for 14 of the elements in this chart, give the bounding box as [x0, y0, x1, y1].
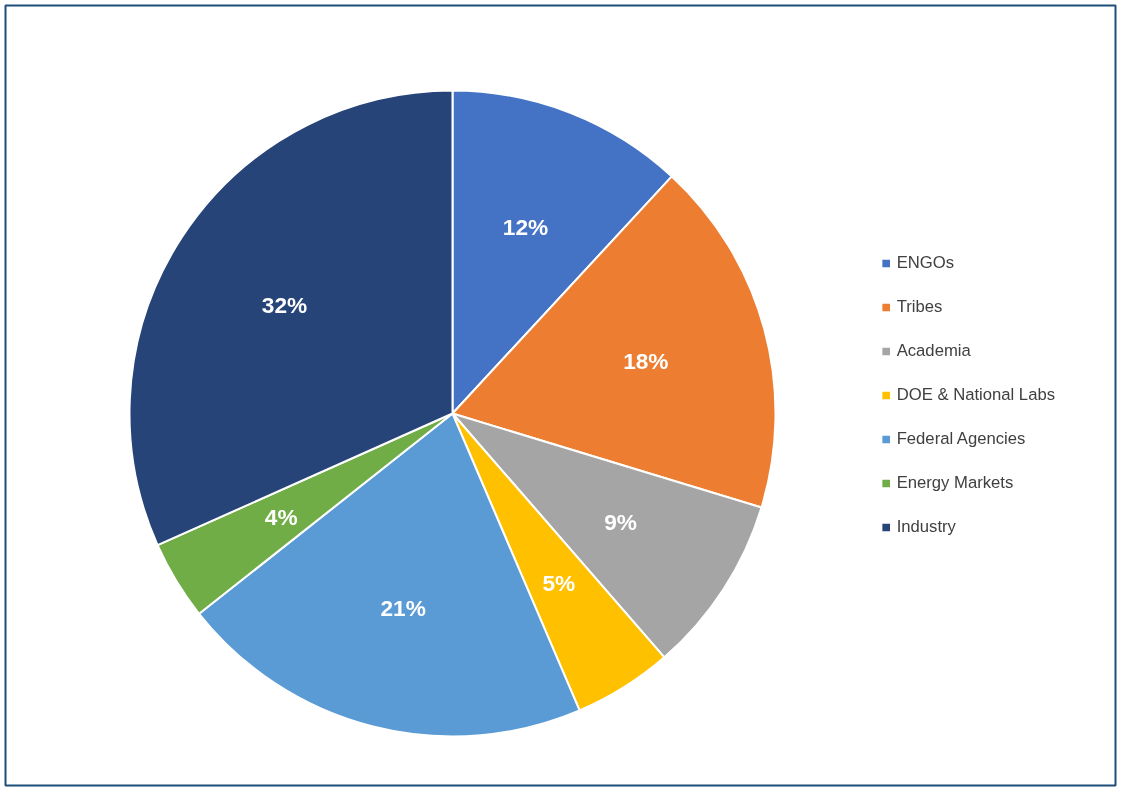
legend-label: Energy Markets — [896, 473, 1014, 493]
data-label: 21% — [380, 594, 426, 621]
data-label: 32% — [261, 291, 308, 318]
legend-label: Federal Agencies — [896, 429, 1026, 449]
legend-label: Tribes — [896, 297, 943, 317]
data-label: 9% — [604, 509, 637, 536]
legend-label: Industry — [896, 517, 956, 537]
data-label: 12% — [502, 214, 549, 241]
legend-label: Academia — [896, 341, 971, 361]
legend-label: DOE & National Labs — [896, 385, 1055, 405]
data-label: 5% — [542, 570, 576, 597]
data-label: 4% — [264, 504, 298, 531]
legend-label: ENGOs — [896, 253, 955, 273]
data-label: 18% — [623, 348, 669, 375]
